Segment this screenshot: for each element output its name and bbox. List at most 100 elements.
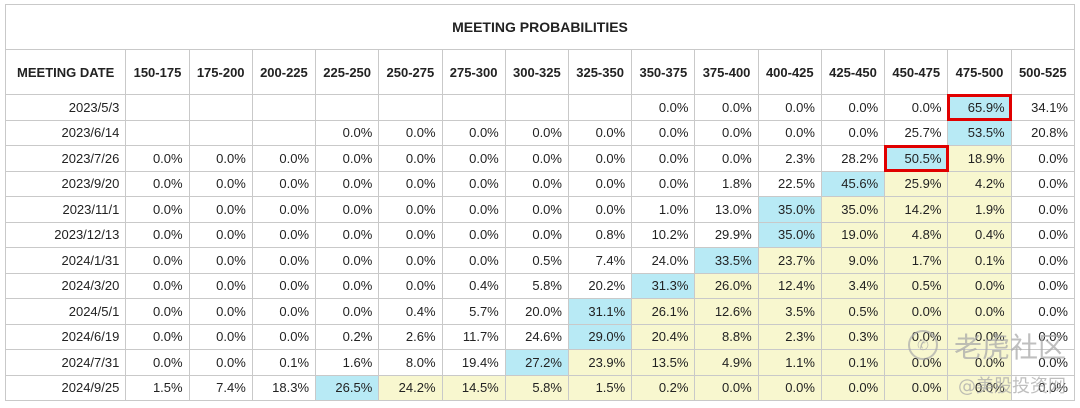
probability-cell: 24.0% — [631, 247, 696, 274]
probability-cell: 9.0% — [820, 247, 886, 274]
probability-cell: 0.0% — [884, 298, 949, 325]
probability-cell: 20.0% — [504, 298, 569, 325]
probability-cell: 35.0% — [757, 221, 822, 248]
column-header-range: 225-250 — [315, 49, 380, 95]
probability-cell: 3.5% — [757, 298, 822, 325]
probability-cell: 0.0% — [188, 221, 253, 248]
probability-cell: 0.0% — [315, 298, 380, 325]
probability-cell: 0.3% — [820, 323, 886, 350]
probability-cell: 0.0% — [315, 145, 380, 172]
probability-cell: 0.8% — [567, 221, 633, 248]
probability-cell: 0.0% — [947, 374, 1012, 401]
probability-cell: 0.0% — [1010, 272, 1076, 299]
probability-cell: 31.1% — [567, 298, 633, 325]
watermark-logo-icon: ✆ — [908, 330, 938, 360]
probability-cell: 13.5% — [631, 349, 696, 376]
column-header-meeting-date: MEETING DATE — [4, 49, 127, 95]
probability-cell: 1.6% — [315, 349, 380, 376]
probability-cell: 0.0% — [947, 323, 1012, 350]
probability-cell: 28.2% — [820, 145, 886, 172]
column-header-range: 150-175 — [125, 49, 190, 95]
column-header-range: 375-400 — [694, 49, 759, 95]
table-row: 2023/11/1 0.0% 0.0% 0.0% 0.0% 0.0% 0.0% 0.0% 0.0… — [4, 196, 1076, 223]
probability-cell: 0.0% — [567, 145, 633, 172]
probability-cell: 0.1% — [820, 349, 886, 376]
probability-cell: 19.0% — [820, 221, 886, 248]
probability-cell: 29.9% — [694, 221, 759, 248]
probability-cell: 0.0% — [441, 119, 506, 146]
probability-cell: 12.6% — [694, 298, 759, 325]
probability-cell: 0.0% — [251, 170, 317, 197]
probability-cell: 1.5% — [567, 374, 633, 401]
probability-cell: 20.2% — [567, 272, 633, 299]
meeting-probabilities-table: MEETING PROBABILITIES MEETING DATE 150-17… — [4, 4, 1076, 401]
meeting-date-cell: 2024/6/19 — [4, 323, 127, 350]
probability-cell: 65.9% — [946, 93, 1013, 121]
table-row: 2024/1/31 0.0% 0.0% 0.0% 0.0% 0.0% 0.0% 0.5% 7.4… — [4, 247, 1076, 274]
probability-cell: 0.1% — [947, 247, 1012, 274]
probability-cell: 0.0% — [125, 349, 190, 376]
probability-cell: 26.5% — [315, 374, 380, 401]
meeting-date-cell: 2024/9/25 — [4, 374, 127, 401]
probability-cell: 20.4% — [631, 323, 696, 350]
probability-cell: 0.0% — [1010, 247, 1076, 274]
probability-cell: 0.2% — [631, 374, 696, 401]
probability-cell: 2.6% — [378, 323, 443, 350]
probability-cell: 0.0% — [694, 374, 759, 401]
probability-cell: 5.7% — [441, 298, 506, 325]
probability-cell — [378, 94, 443, 121]
probability-cell: 0.0% — [251, 272, 317, 299]
probability-cell: 0.5% — [884, 272, 949, 299]
probability-cell: 0.0% — [947, 349, 1012, 376]
column-header-range: 200-225 — [251, 49, 317, 95]
meeting-date-cell: 2024/7/31 — [4, 349, 127, 376]
probability-cell: 24.2% — [378, 374, 443, 401]
probability-cell: 0.4% — [441, 272, 506, 299]
probability-cell: 53.5% — [947, 119, 1012, 146]
probability-cell: 0.0% — [378, 170, 443, 197]
probability-cell: 0.0% — [188, 272, 253, 299]
table-title: MEETING PROBABILITIES — [5, 4, 1075, 50]
probability-cell: 4.2% — [947, 170, 1012, 197]
probability-cell: 0.0% — [315, 272, 380, 299]
probability-cell: 0.0% — [1010, 374, 1076, 401]
probability-cell: 0.5% — [504, 247, 569, 274]
probability-cell: 0.0% — [947, 272, 1012, 299]
probability-cell: 0.4% — [378, 298, 443, 325]
probability-cell: 0.0% — [820, 94, 886, 121]
probability-cell — [125, 119, 190, 146]
meeting-date-cell: 2023/12/13 — [4, 221, 127, 248]
probability-cell: 0.0% — [947, 298, 1012, 325]
probability-cell: 0.0% — [441, 145, 506, 172]
probability-cell: 45.6% — [820, 170, 886, 197]
table-row: 2023/7/26 0.0% 0.0% 0.0% 0.0% 0.0% 0.0% 0.0% 0.0… — [4, 144, 1076, 172]
probability-cell: 2.3% — [757, 145, 822, 172]
probability-cell: 10.2% — [631, 221, 696, 248]
probability-cell: 0.1% — [251, 349, 317, 376]
probability-cell: 34.1% — [1010, 94, 1076, 121]
probability-cell: 0.0% — [504, 119, 569, 146]
probability-cell: 25.7% — [884, 119, 949, 146]
probability-cell: 0.0% — [315, 119, 380, 146]
probability-cell: 0.0% — [251, 323, 317, 350]
probability-cell: 13.0% — [694, 196, 759, 223]
probability-cell: 1.7% — [884, 247, 949, 274]
probability-cell: 1.1% — [757, 349, 822, 376]
column-header-range: 450-475 — [884, 49, 949, 95]
probability-cell: 0.0% — [125, 170, 190, 197]
probability-cell: 0.0% — [315, 221, 380, 248]
probability-cell: 0.0% — [567, 119, 633, 146]
probability-cell: 0.0% — [251, 196, 317, 223]
probability-cell: 0.0% — [378, 221, 443, 248]
probability-cell: 0.0% — [631, 119, 696, 146]
probability-cell: 0.0% — [884, 374, 949, 401]
probability-cell: 0.0% — [1010, 349, 1076, 376]
probability-cell: 0.0% — [251, 221, 317, 248]
probability-cell: 20.8% — [1010, 119, 1076, 146]
probability-cell: 0.0% — [125, 145, 190, 172]
meeting-date-cell: 2023/9/20 — [4, 170, 127, 197]
probability-cell: 0.0% — [757, 374, 822, 401]
probability-cell: 0.5% — [820, 298, 886, 325]
probability-cell: 0.0% — [820, 119, 886, 146]
